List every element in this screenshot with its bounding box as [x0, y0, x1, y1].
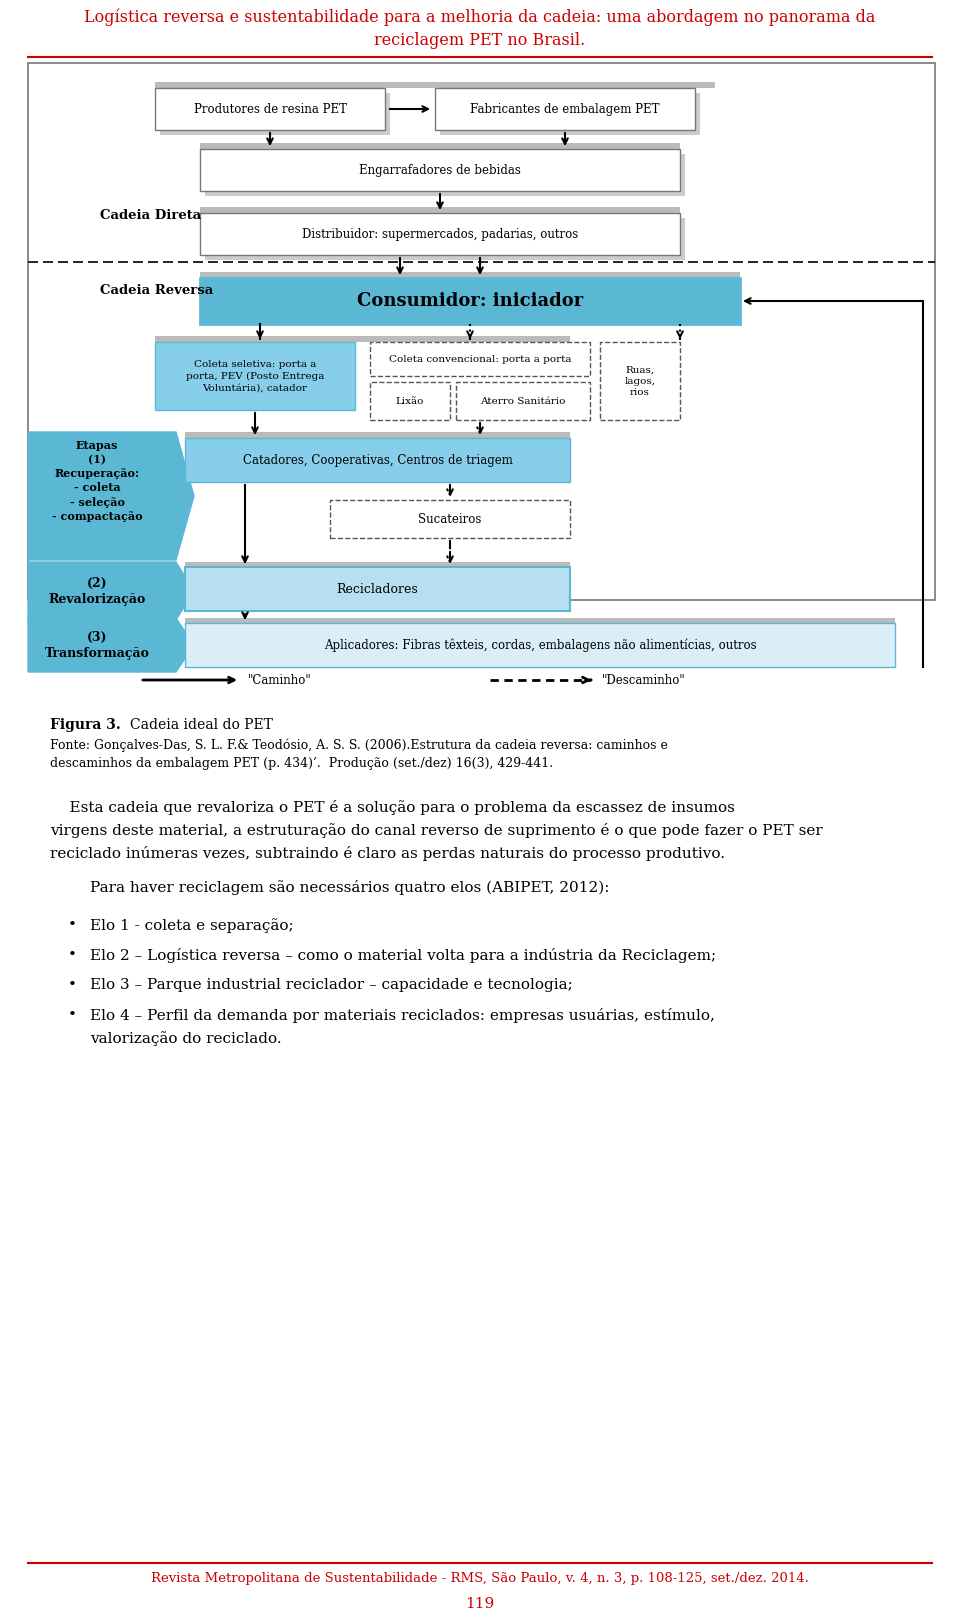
Text: Aplicadores: Fibras têxteis, cordas, embalagens não alimentícias, outros: Aplicadores: Fibras têxteis, cordas, emb…	[324, 639, 756, 652]
FancyBboxPatch shape	[200, 150, 680, 191]
Text: Esta cadeia que revaloriza o PET é a solução para o problema da escassez de insu: Esta cadeia que revaloriza o PET é a sol…	[50, 800, 823, 861]
FancyBboxPatch shape	[456, 381, 590, 420]
Text: Recicladores: Recicladores	[337, 582, 419, 595]
Text: Fabricantes de embalagem PET: Fabricantes de embalagem PET	[470, 103, 660, 116]
Text: Ruas,
lagos,
rios: Ruas, lagos, rios	[625, 365, 656, 396]
Text: •: •	[68, 978, 77, 993]
Text: (2)
Revalorização: (2) Revalorização	[48, 576, 146, 605]
FancyBboxPatch shape	[155, 343, 355, 410]
Text: Consumidor: iniciador: Consumidor: iniciador	[357, 291, 583, 311]
Text: "Caminho": "Caminho"	[248, 674, 312, 687]
Text: Distribuidor: supermercados, padarias, outros: Distribuidor: supermercados, padarias, o…	[301, 227, 578, 240]
Polygon shape	[28, 618, 194, 673]
Polygon shape	[28, 431, 194, 560]
FancyBboxPatch shape	[185, 562, 570, 566]
FancyBboxPatch shape	[185, 623, 895, 668]
FancyBboxPatch shape	[28, 63, 935, 600]
Text: Lixão: Lixão	[396, 396, 424, 405]
FancyBboxPatch shape	[200, 208, 680, 212]
Text: (3)
Transformação: (3) Transformação	[44, 631, 150, 660]
FancyBboxPatch shape	[200, 212, 680, 254]
Text: Revista Metropolitana de Sustentabilidade - RMS, São Paulo, v. 4, n. 3, p. 108-1: Revista Metropolitana de Sustentabilidad…	[151, 1572, 809, 1585]
Text: Engarrafadores de bebidas: Engarrafadores de bebidas	[359, 164, 521, 177]
Text: Cadeia Direta: Cadeia Direta	[100, 209, 202, 222]
Text: Etapas
(1)
Recuperação:
- coleta
- seleção
- compactação: Etapas (1) Recuperação: - coleta - seleç…	[52, 439, 142, 521]
FancyBboxPatch shape	[205, 154, 685, 196]
Text: Elo 4 – Perfil da demanda por materiais reciclados: empresas usuárias, estímulo,: Elo 4 – Perfil da demanda por materiais …	[90, 1007, 715, 1046]
Text: Elo 3 – Parque industrial reciclador – capacidade e tecnologia;: Elo 3 – Parque industrial reciclador – c…	[90, 978, 573, 993]
Text: •: •	[68, 919, 77, 932]
Text: Catadores, Cooperativas, Centros de triagem: Catadores, Cooperativas, Centros de tria…	[243, 454, 513, 467]
Text: Fonte: Gonçalves-Das, S. L. F.& Teodósio, A. S. S. (2006).Estrutura da cadeia re: Fonte: Gonçalves-Das, S. L. F.& Teodósio…	[50, 739, 668, 769]
FancyBboxPatch shape	[205, 217, 685, 261]
FancyBboxPatch shape	[160, 93, 390, 135]
FancyBboxPatch shape	[200, 272, 740, 278]
FancyBboxPatch shape	[370, 381, 450, 420]
FancyBboxPatch shape	[155, 88, 385, 130]
FancyBboxPatch shape	[185, 431, 570, 438]
FancyBboxPatch shape	[200, 143, 680, 150]
FancyBboxPatch shape	[155, 82, 715, 88]
Text: "Descaminho": "Descaminho"	[602, 674, 685, 687]
FancyBboxPatch shape	[200, 278, 740, 323]
Text: Logística reversa e sustentabilidade para a melhoria da cadeia: uma abordagem no: Logística reversa e sustentabilidade par…	[84, 8, 876, 48]
FancyBboxPatch shape	[440, 93, 700, 135]
Text: Elo 1 - coleta e separação;: Elo 1 - coleta e separação;	[90, 919, 294, 933]
Text: Para haver reciclagem são necessários quatro elos (ABIPET, 2012):: Para haver reciclagem são necessários qu…	[90, 880, 610, 895]
Text: Elo 2 – Logística reversa – como o material volta para a indústria da Reciclagem: Elo 2 – Logística reversa – como o mater…	[90, 948, 716, 964]
FancyBboxPatch shape	[435, 88, 695, 130]
Text: •: •	[68, 948, 77, 962]
FancyBboxPatch shape	[185, 566, 570, 611]
FancyBboxPatch shape	[185, 438, 570, 483]
Text: Cadeia Reversa: Cadeia Reversa	[100, 283, 213, 296]
Text: Coleta convencional: porta a porta: Coleta convencional: porta a porta	[389, 354, 571, 364]
FancyBboxPatch shape	[330, 500, 570, 537]
Text: Aterro Sanitário: Aterro Sanitário	[480, 396, 565, 405]
Polygon shape	[28, 562, 194, 619]
Text: Sucateiros: Sucateiros	[419, 513, 482, 526]
Text: Figura 3.: Figura 3.	[50, 718, 121, 732]
Text: 119: 119	[466, 1598, 494, 1609]
Text: •: •	[68, 1007, 77, 1022]
FancyBboxPatch shape	[600, 343, 680, 420]
FancyBboxPatch shape	[155, 336, 570, 343]
FancyBboxPatch shape	[185, 618, 895, 623]
Text: Coleta seletiva: porta a
porta, PEV (Posto Entrega
Voluntária), catador: Coleta seletiva: porta a porta, PEV (Pos…	[186, 360, 324, 393]
Text: Produtores de resina PET: Produtores de resina PET	[194, 103, 347, 116]
FancyBboxPatch shape	[370, 343, 590, 377]
Text: Cadeia ideal do PET: Cadeia ideal do PET	[130, 718, 273, 732]
